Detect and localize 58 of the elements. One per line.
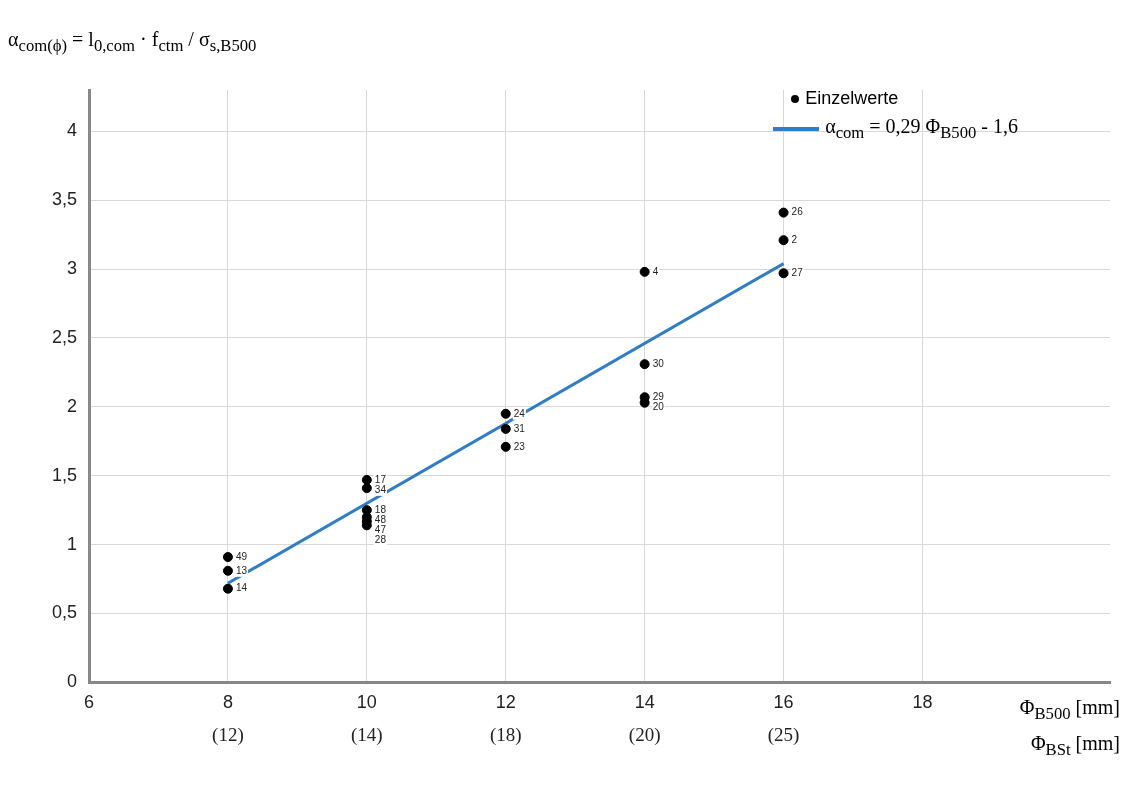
legend-label: Einzelwerte — [805, 88, 899, 109]
point — [222, 583, 233, 594]
annotation: 29 — [652, 390, 665, 402]
point — [639, 266, 650, 277]
text: (25) — [767, 723, 800, 746]
y-tick-label: 3,5 — [51, 189, 78, 210]
point — [500, 441, 511, 452]
annotation: 23 — [513, 440, 526, 452]
point — [778, 235, 789, 246]
annotation: 2 — [791, 233, 798, 245]
y-tick-label: 0,5 — [51, 602, 78, 623]
y-tick-label: 1,5 — [51, 464, 78, 485]
point — [222, 552, 233, 563]
point — [778, 207, 789, 218]
x-tick-label: 16 — [773, 692, 794, 713]
point — [361, 474, 372, 485]
x-tick-label: 6 — [84, 692, 95, 713]
text: (20) — [628, 723, 661, 746]
y-tick-label: 2,5 — [51, 326, 78, 347]
y-tick-label: 4 — [67, 120, 78, 141]
x-tick-label: 10 — [356, 692, 377, 713]
annotation: 49 — [235, 550, 248, 562]
annotation: 48 — [374, 513, 387, 525]
annotation: 34 — [374, 483, 387, 495]
y-tick-label: 2 — [67, 395, 78, 416]
point — [500, 423, 511, 434]
legend-label: α$_{com}$ = 0,29 Φ$_{B500}$ - 1,6 — [825, 115, 1018, 143]
y-tick-label: 1 — [67, 533, 78, 554]
annotation: 14 — [235, 582, 248, 594]
annotation: 31 — [513, 422, 526, 434]
text: (12) — [212, 723, 244, 746]
x-tick-label: 18 — [912, 692, 933, 713]
point — [778, 268, 789, 279]
point — [500, 408, 511, 419]
annotation: 13 — [235, 564, 248, 576]
annotation: 26 — [791, 206, 804, 218]
annotation: 24 — [513, 407, 526, 419]
annotation: 28 — [374, 533, 387, 545]
x-tick-label: 8 — [222, 692, 233, 713]
x2-axis-title: Φ$_{BSt}$ [mm] — [1030, 732, 1120, 761]
annotation: 18 — [374, 503, 387, 515]
point — [639, 359, 650, 370]
y-tick-label: 0 — [67, 671, 78, 692]
x-tick-label: 12 — [495, 692, 516, 713]
annotation: 47 — [374, 523, 387, 535]
annotation: 17 — [374, 473, 387, 485]
text: (18) — [489, 723, 522, 746]
x-tick-label: 14 — [634, 692, 655, 713]
annotation: 27 — [791, 266, 804, 278]
point — [361, 483, 372, 494]
annotation: 4 — [652, 265, 659, 277]
y-tick-label: 3 — [67, 258, 78, 279]
text: (14) — [351, 723, 383, 746]
y-axis-title: α$_{com(ϕ)}$ = l$_{0,com}$ · f$_{ctm}$ / σ$_{s,B500}$ — [8, 28, 257, 56]
point — [222, 565, 233, 576]
x-axis-title: Φ$_{B500}$ [mm] — [1019, 696, 1120, 725]
annotation: 30 — [652, 357, 665, 369]
annotation: 20 — [652, 400, 665, 412]
